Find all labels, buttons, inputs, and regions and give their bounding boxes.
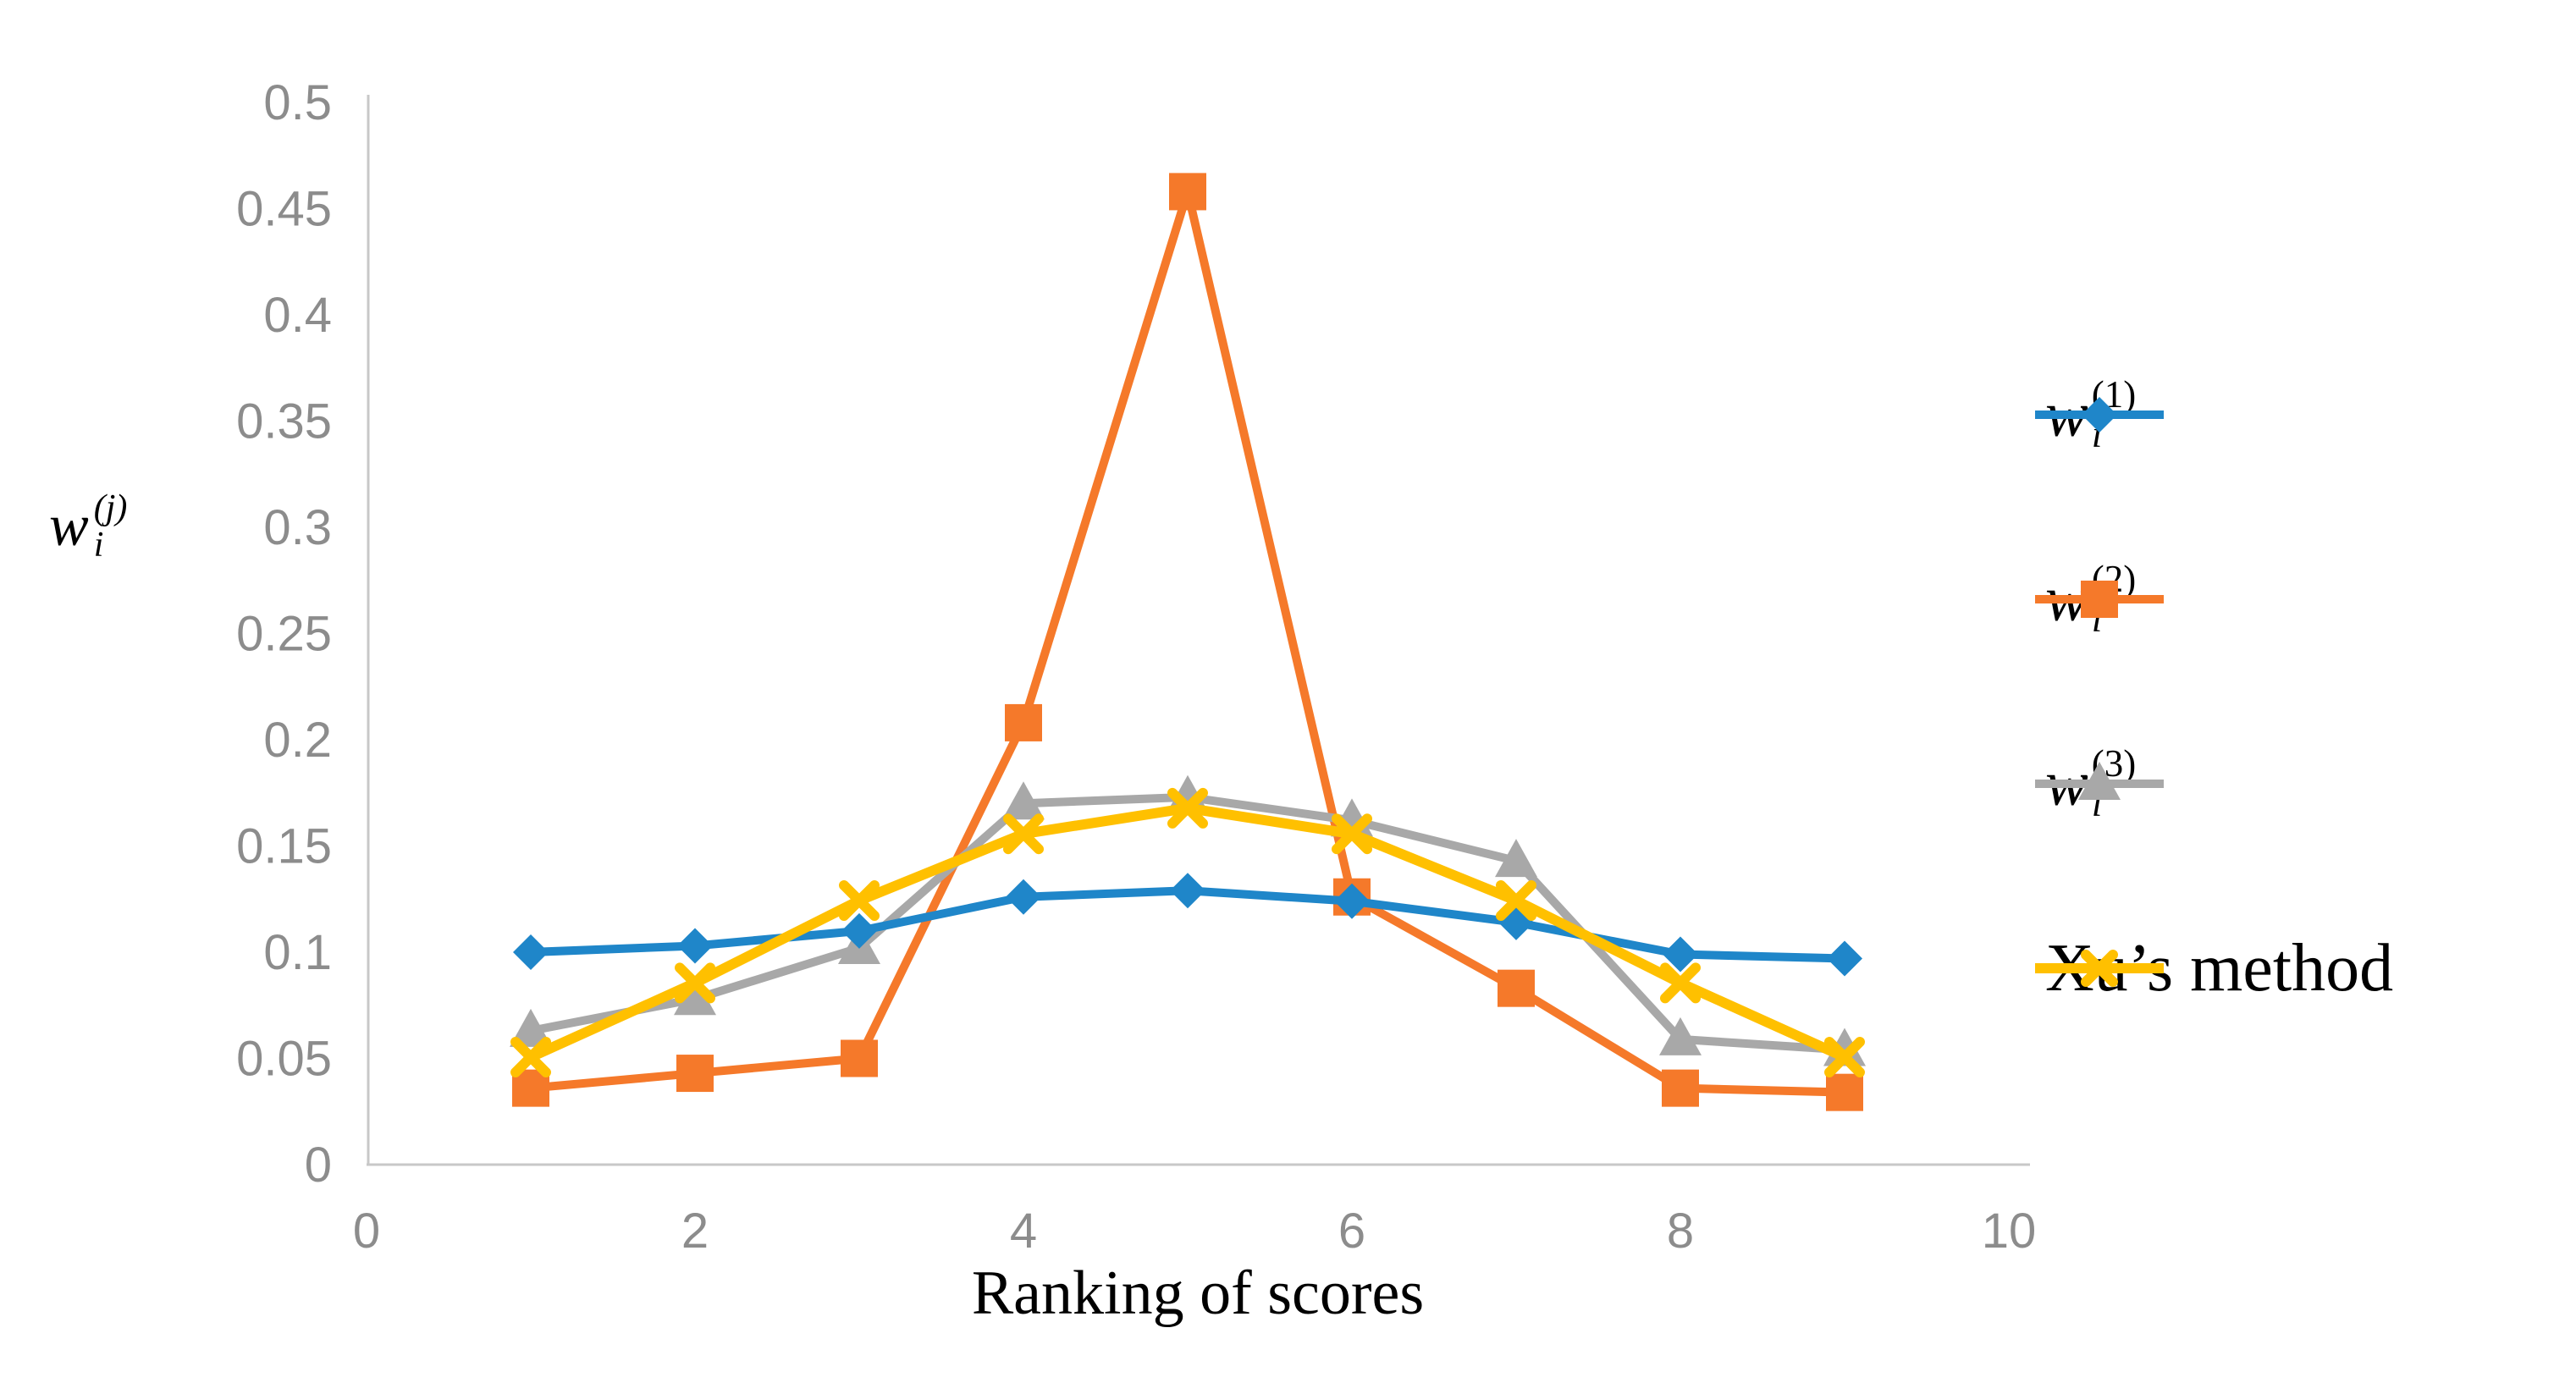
x-tick-label: 8 [1667, 1204, 1694, 1259]
legend-swatch-square [2035, 581, 2164, 618]
x-tick-label: 10 [1982, 1204, 2037, 1259]
legend-item-Xu's method: Xu’s method [2032, 926, 2393, 1011]
x-marker [1332, 813, 1372, 855]
diamond-marker [513, 934, 549, 970]
x-marker [510, 1036, 551, 1077]
y-axis-title-superscript: (j) [93, 488, 128, 527]
legend-swatch-x [2035, 950, 2164, 987]
y-tick-label: 0.1 [263, 925, 332, 980]
y-tick-label: 0.3 [263, 500, 332, 555]
y-tick-label: 0.45 [236, 182, 332, 237]
y-tick-label: 0 [305, 1138, 332, 1193]
x-axis-title: Ranking of scores [971, 1259, 1425, 1328]
triangle-marker [1659, 1017, 1702, 1055]
y-axis-title-base: w [49, 493, 89, 559]
triangle-marker [674, 977, 716, 1016]
y-axis-title: w (j) i [49, 489, 127, 564]
square-marker [1169, 173, 1206, 211]
square-marker [2081, 581, 2118, 618]
x-marker [1660, 962, 1701, 1004]
diamond-marker [677, 928, 713, 964]
diamond-marker [2082, 397, 2117, 433]
y-tick-label: 0.5 [263, 75, 332, 130]
diamond-marker [1827, 940, 1862, 977]
x-marker [1824, 1036, 1865, 1077]
x-tick-label: 6 [1338, 1204, 1365, 1259]
y-tick-label: 0.25 [236, 607, 332, 662]
triangle-marker [1002, 781, 1045, 820]
square-marker [1005, 703, 1042, 741]
diamond-marker [841, 912, 877, 949]
x-marker [675, 962, 715, 1004]
legend-item-w_i_(1): w (1) i [2032, 372, 2164, 457]
legend-item-w_i_(2): w (2) i [2032, 557, 2164, 642]
x-marker [1496, 880, 1536, 922]
x-tick-label: 0 [353, 1204, 380, 1259]
square-marker [841, 1039, 878, 1077]
series-line-Xu's method [528, 802, 1847, 1062]
series-line-w_i_(3) [530, 792, 1845, 1055]
x-tick-label: 2 [681, 1204, 709, 1259]
square-marker [1662, 1069, 1699, 1107]
series-Xu's method [510, 787, 1865, 1077]
series-line-w_i_(2) [530, 187, 1845, 1097]
x-marker [1167, 787, 1208, 829]
legend-item-w_i_(3): w (3) i [2032, 741, 2164, 826]
square-marker [1826, 1073, 1863, 1111]
diamond-marker [1170, 873, 1205, 909]
series-w_i_(3) [510, 774, 1866, 1066]
square-marker [676, 1055, 714, 1093]
triangle-marker [510, 1008, 552, 1047]
diamond-marker [1663, 936, 1698, 972]
x-marker [1003, 813, 1044, 855]
y-tick-label: 0.35 [236, 394, 332, 449]
y-tick-label: 0.4 [263, 288, 332, 343]
series-w_i_(1) [513, 873, 1862, 977]
x-tick-label: 4 [1010, 1204, 1037, 1259]
diamond-marker [1334, 883, 1370, 919]
y-tick-label: 0.15 [236, 819, 332, 874]
y-axis-title-subscript: i [93, 526, 104, 565]
legend: w (1) i w (2) i w (3) i Xu’s method [2032, 0, 2573, 1394]
triangle-marker [1495, 839, 1537, 878]
legend-swatch-diamond [2035, 397, 2164, 433]
y-tick-label: 0.05 [236, 1032, 332, 1087]
square-marker [1498, 969, 1535, 1007]
x-marker [839, 880, 880, 922]
y-tick-label: 0.2 [263, 713, 332, 768]
y-axis-title-scripts: (j) i [94, 489, 128, 564]
diamond-marker [1006, 879, 1041, 915]
triangle-marker [2078, 762, 2121, 800]
x-marker [2081, 950, 2118, 987]
legend-swatch-triangle-up [2035, 762, 2164, 800]
